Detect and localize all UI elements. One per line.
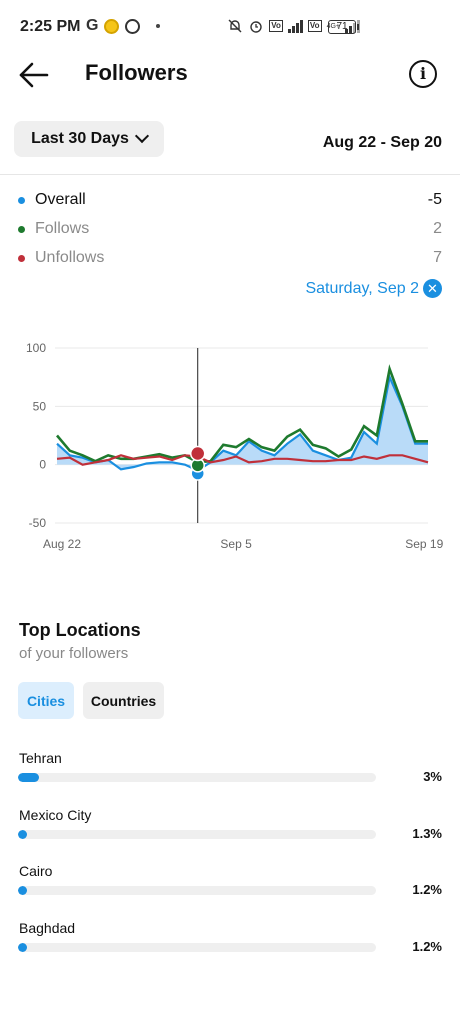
location-percent: 1.2% <box>412 882 442 897</box>
whatsapp-icon <box>125 18 141 34</box>
location-bar-fill <box>18 829 28 839</box>
legend-label: Follows <box>35 220 90 237</box>
battery-icon: 71 <box>328 20 359 34</box>
selected-date-label[interactable]: Saturday, Sep 2 <box>305 280 419 297</box>
more-notifications-icon <box>156 24 161 28</box>
date-range-selector-label: Last 30 Days <box>31 130 129 147</box>
location-bar-track <box>18 773 376 782</box>
legend-value: 2 <box>433 220 442 237</box>
page-title: Followers <box>85 60 188 85</box>
google-icon: G <box>86 17 99 34</box>
arrow-left-icon[interactable] <box>18 60 50 90</box>
status-bar: 2:25 PM G Vo Vo 4G+ 71 <box>0 0 460 56</box>
followers-line-chart[interactable]: 100 50 0 -50 Aug 22 Sep 5 Sep 19 <box>0 330 460 560</box>
status-time: 2:25 PM <box>20 18 81 35</box>
tab-cities[interactable]: Cities <box>18 682 74 719</box>
follows-dot-icon <box>18 226 25 233</box>
volte-icon-2: Vo <box>307 20 322 32</box>
follows-line <box>56 364 428 464</box>
chevron-down-icon <box>134 128 149 144</box>
legend-overall[interactable]: Overall -5 <box>0 189 460 213</box>
location-bar-track <box>18 886 376 895</box>
top-locations-subtitle: of your followers <box>19 645 129 662</box>
location-name: Mexico City <box>19 806 92 823</box>
signal-icon-1 <box>287 19 303 33</box>
location-bar-fill <box>18 886 27 895</box>
volte-icon: Vo <box>269 20 283 32</box>
location-name: Cairo <box>19 863 53 879</box>
network-type: 4G+ <box>326 22 340 30</box>
location-percent: 3% <box>423 769 442 784</box>
overall-line <box>56 373 428 472</box>
location-name: Tehran <box>19 750 62 766</box>
legend-label: Overall <box>35 191 86 208</box>
legend-value: -5 <box>427 191 442 208</box>
legend-value: 7 <box>433 249 442 266</box>
x-tick-label: Aug 22 <box>43 537 81 551</box>
legend-unfollows[interactable]: Unfollows 7 <box>0 247 460 271</box>
notification-icons: G <box>86 17 161 35</box>
x-tick-label: Sep 5 <box>220 537 252 551</box>
y-tick-label: -50 <box>29 516 47 530</box>
info-icon[interactable]: i <box>409 60 437 88</box>
unfollows-dot-icon <box>18 255 25 262</box>
legend-follows[interactable]: Follows 2 <box>0 218 460 242</box>
location-bar-fill <box>18 773 40 782</box>
alarm-icon <box>250 21 262 33</box>
divider <box>0 174 460 175</box>
tab-countries[interactable]: Countries <box>83 682 164 719</box>
top-locations-title: Top Locations <box>19 620 141 640</box>
y-tick-label: 100 <box>26 341 46 355</box>
location-percent: 1.3% <box>412 825 442 841</box>
coin-app-icon <box>104 18 120 34</box>
mute-icon <box>228 19 242 33</box>
overall-dot-icon <box>18 197 25 204</box>
y-tick-label: 0 <box>39 458 46 472</box>
location-percent: 1.2% <box>412 938 442 954</box>
location-bar-track <box>18 829 376 839</box>
overall-area <box>57 377 428 471</box>
location-bar-track <box>18 942 376 952</box>
location-name: Baghdad <box>19 919 76 936</box>
close-icon[interactable]: ✕ <box>423 279 442 298</box>
location-bar-fill <box>18 942 27 952</box>
x-tick-label: Sep 19 <box>405 537 443 551</box>
unfollows-line <box>56 454 429 466</box>
system-icons: Vo Vo 4G+ <box>227 18 360 34</box>
legend-label: Unfollows <box>35 249 105 266</box>
y-tick-label: 50 <box>33 399 47 413</box>
unfollows-point <box>189 445 206 462</box>
date-range-selector[interactable]: Last 30 Days <box>14 121 164 157</box>
date-range-text: Aug 22 - Sep 20 <box>322 134 442 151</box>
